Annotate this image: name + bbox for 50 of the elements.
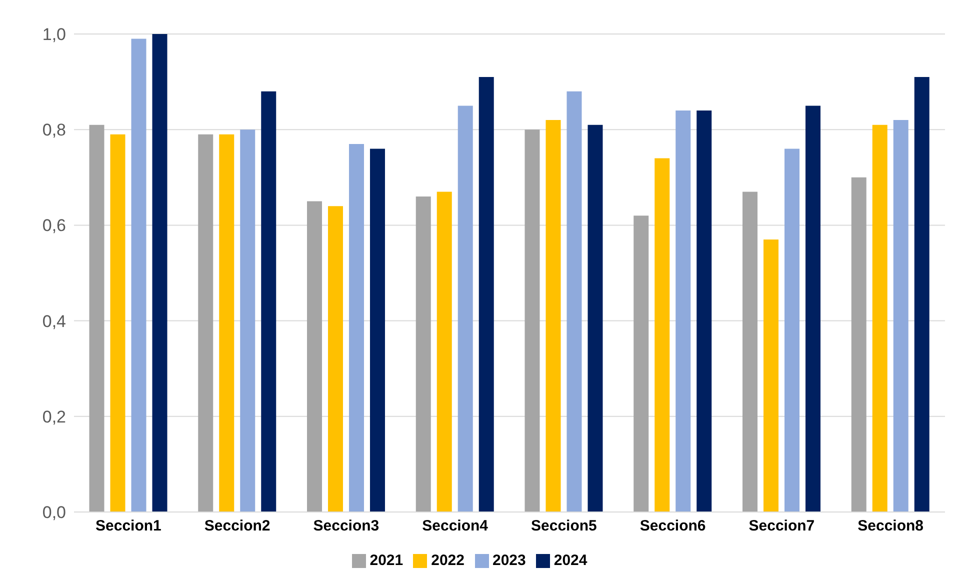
legend-label: 2021 [370,552,404,569]
bar [872,124,888,512]
bar [851,177,866,512]
bar [240,130,256,512]
bar [546,120,561,512]
y-tick-label: 0,6 [42,216,66,236]
x-tick-label: Seccion3 [313,518,380,535]
x-tick-label: Seccion1 [96,518,162,535]
bar [784,148,800,512]
bar [152,34,168,512]
bar [89,124,104,512]
y-tick-label: 0,2 [42,407,66,426]
bar [742,192,758,512]
bar [328,206,343,512]
bar [914,77,930,512]
bar [634,216,649,512]
bar [219,134,234,512]
bar [763,240,778,512]
y-tick-label: 0,8 [42,120,66,140]
bar [110,134,126,512]
bar [805,106,820,512]
bar [261,91,276,512]
bar [696,110,712,512]
y-tick-label: 0,4 [42,312,66,331]
bar [478,77,494,512]
x-tick-label: Seccion8 [858,518,924,535]
legend-label: 2024 [554,552,588,569]
legend-label: 2023 [492,552,526,569]
x-tick-label: Seccion4 [422,518,489,535]
x-tick-label: Seccion5 [531,518,597,535]
x-tick-label: Seccion6 [640,518,706,535]
bar [436,192,452,512]
x-tick-label: Seccion7 [748,518,815,535]
bar [566,91,582,512]
bar [348,144,364,512]
bar [131,38,146,512]
y-tick-label: 0,0 [42,503,66,522]
bar [654,158,670,512]
y-tick-label: 1,0 [42,25,66,44]
bar [588,124,603,512]
x-tick-label: Seccion2 [204,518,270,535]
bar [524,130,540,512]
bar [893,120,908,512]
bar [370,148,385,512]
bar [416,196,431,512]
bar [198,134,214,512]
bar [458,106,473,512]
bar [306,201,322,512]
bar [676,110,691,512]
legend-label: 2022 [431,552,464,569]
